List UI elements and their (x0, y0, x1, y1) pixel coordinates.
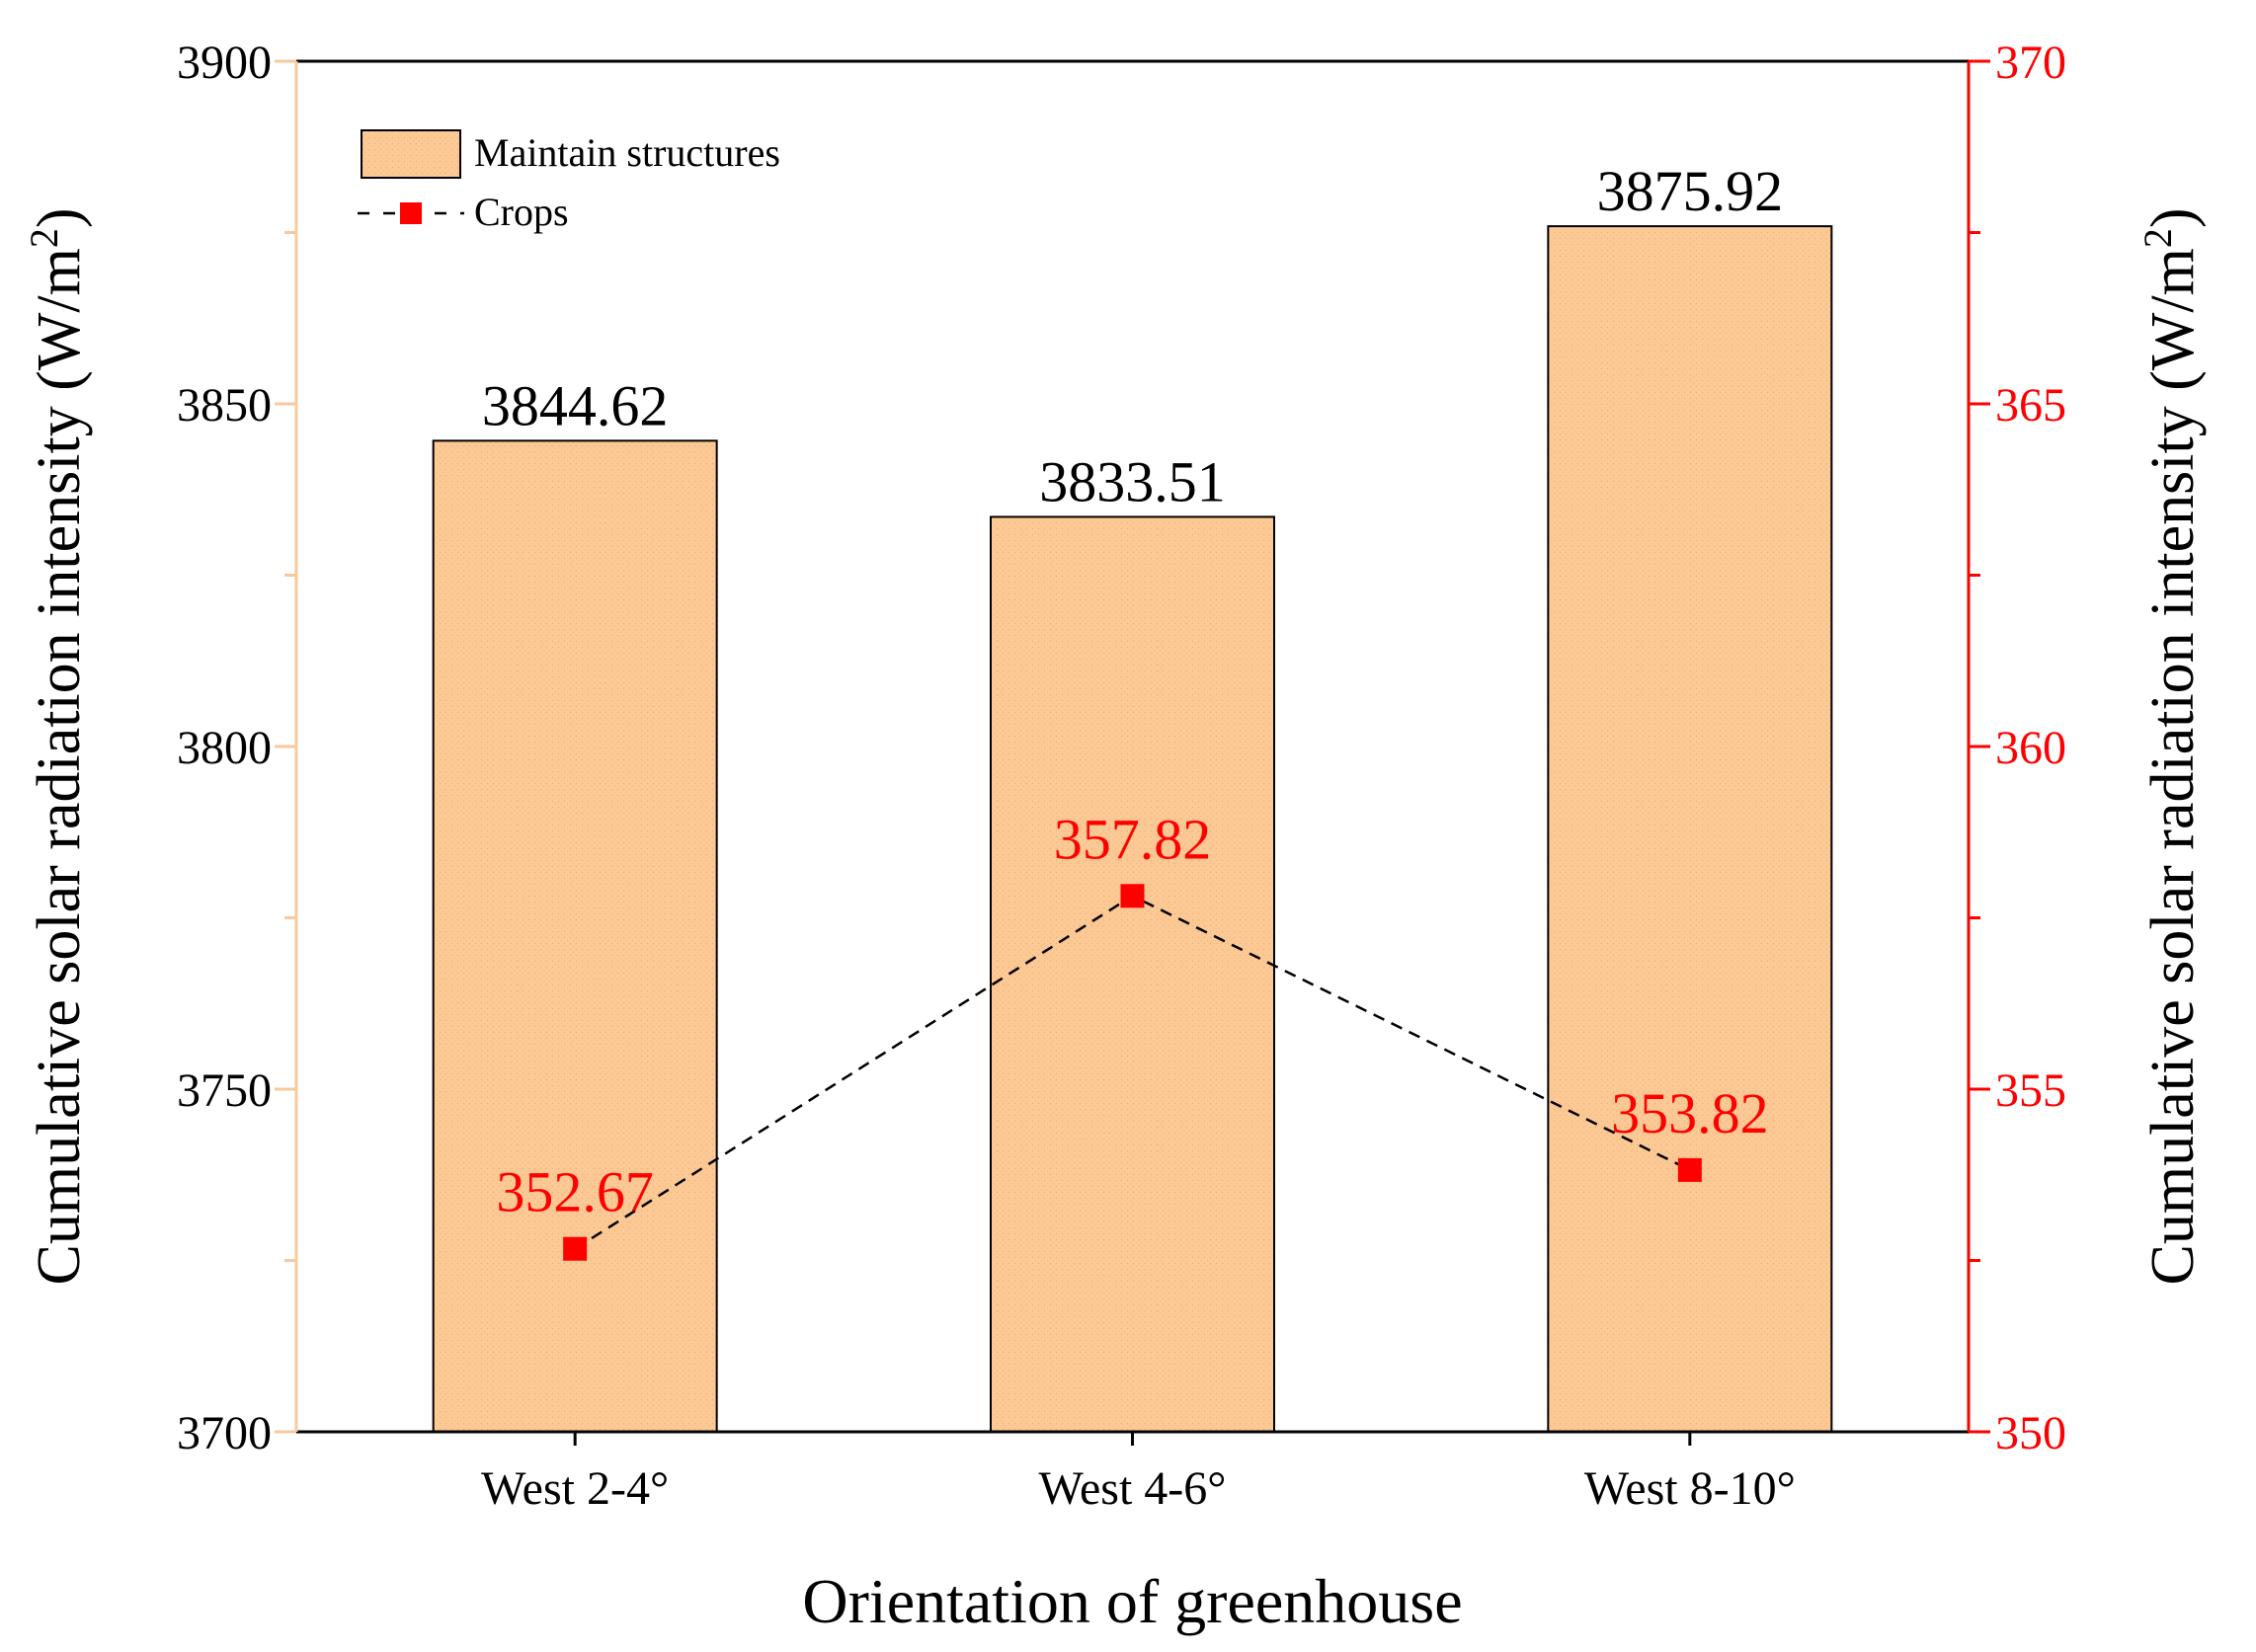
legend-bar-label: Maintain structures (474, 130, 780, 175)
legend-marker-swatch (400, 202, 422, 224)
left-tick-label: 3700 (177, 1407, 272, 1459)
bars-layer (432, 225, 1833, 1433)
crops-marker-1 (563, 1236, 588, 1261)
line-layer (563, 884, 1702, 1261)
crops-marker-3 (1677, 1157, 1702, 1182)
right-tick-label: 360 (1995, 722, 2066, 774)
labels-layer: 3844.62 3833.51 3875.92 352.67 357.82 353.82 (482, 159, 1783, 1224)
crops-value-label: 352.67 (496, 1160, 654, 1224)
legend-line-label: Crops (474, 190, 569, 234)
bar-2 (990, 515, 1275, 1433)
x-axis-title: Orientation of greenhouse (802, 1566, 1462, 1636)
left-axis-title-superscript: 2 (22, 228, 66, 248)
left-axis-title-close: ) (26, 208, 93, 229)
left-tick-label: 3750 (177, 1064, 272, 1117)
crops-value-label: 353.82 (1611, 1081, 1769, 1145)
right-axis-title-text: Cumulative solar radiation intensity (W/… (2139, 248, 2207, 1285)
right-tick-label: 370 (1995, 37, 2066, 89)
left-axis-title-text: Cumulative solar radiation intensity (W/… (26, 248, 93, 1285)
left-tick-label: 3850 (177, 379, 272, 432)
right-axis-title-close: ) (2139, 208, 2207, 229)
left-tick-label: 3800 (177, 722, 272, 774)
right-tick-label: 355 (1995, 1064, 2066, 1117)
right-axis-title-superscript: 2 (2135, 228, 2180, 248)
crops-marker-2 (1120, 884, 1145, 908)
crops-value-label: 357.82 (1054, 807, 1212, 871)
legend: Maintain structures Crops (358, 129, 780, 234)
axes-layer: 3700 3750 3800 3850 3900 350 355 360 365 370 West … (22, 37, 2208, 1636)
left-tick-label: 3900 (177, 37, 272, 89)
x-tick-label: West 8-10° (1584, 1462, 1796, 1515)
left-axis-title: Cumulative solar radiation intensity (W/… (22, 208, 94, 1286)
bar-value-label: 3875.92 (1597, 159, 1784, 223)
right-tick-label: 350 (1995, 1407, 2066, 1459)
right-axis-title: Cumulative solar radiation intensity (W/… (2135, 208, 2208, 1286)
bar-3 (1547, 225, 1833, 1433)
right-tick-label: 365 (1995, 379, 2066, 432)
bar-value-label: 3833.51 (1039, 449, 1226, 513)
bar-1 (432, 439, 718, 1433)
legend-bar-swatch (361, 129, 461, 179)
x-tick-label: West 2-4° (481, 1462, 669, 1515)
bar-value-label: 3844.62 (482, 373, 669, 437)
x-tick-label: West 4-6° (1039, 1462, 1227, 1515)
